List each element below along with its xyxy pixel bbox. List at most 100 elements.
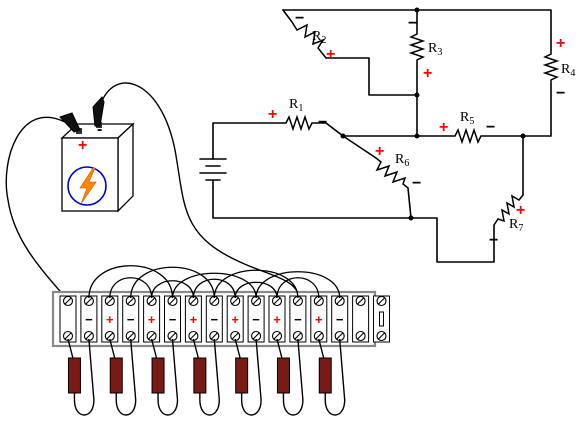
jumper-wire[interactable] [276, 277, 320, 299]
r3-polarity-left: − [408, 15, 417, 32]
terminal[interactable]: − [164, 295, 181, 343]
board-resistor[interactable] [234, 338, 262, 416]
jumper-wire[interactable] [255, 271, 341, 299]
board-resistor[interactable] [150, 338, 179, 416]
wire-r2-top [282, 9, 293, 23]
r7-polarity-left: + [516, 202, 525, 219]
terminal-screw[interactable] [355, 330, 366, 342]
terminal-polarity-label: − [169, 312, 177, 327]
r2-polarity-right: + [326, 46, 335, 63]
jumper-wire[interactable] [88, 265, 174, 299]
wire-r4-bottom [522, 83, 552, 137]
r2-polarity-left: − [295, 10, 304, 27]
battery: + - [5, 82, 301, 299]
jumper-wire[interactable] [130, 266, 215, 299]
terminal-screw[interactable] [376, 295, 387, 307]
terminal[interactable]: − [247, 295, 265, 343]
terminal-screw[interactable] [146, 295, 157, 307]
wire-top-rail [282, 9, 552, 51]
jumper-wire[interactable] [192, 278, 236, 299]
r3-label: R3 [428, 41, 442, 58]
terminal-polarity-label: − [127, 312, 135, 327]
terminal-strip: − + − + − + − + − + − + − [51, 265, 390, 416]
terminal[interactable] [373, 295, 390, 343]
terminal-polarity-label: + [315, 312, 323, 327]
terminal-polarity-label: + [231, 312, 239, 327]
terminal-screw[interactable] [376, 330, 387, 342]
terminal[interactable]: − [289, 295, 307, 343]
alligator-clip-positive [59, 112, 81, 133]
wire-r6-bottom [407, 187, 412, 219]
junction-dot [414, 92, 420, 98]
terminal-screw[interactable] [167, 330, 178, 342]
wire-r2-bottom [325, 57, 418, 96]
board-resistor[interactable] [67, 338, 95, 416]
jumper-wire[interactable] [150, 280, 195, 299]
r4-polarity-left: + [556, 35, 565, 52]
battery-symbol [199, 154, 227, 188]
terminal[interactable]: − [331, 295, 349, 343]
junction-dot [414, 133, 420, 139]
board-resistor[interactable] [109, 338, 137, 416]
wire-battery-top [212, 122, 283, 156]
r4-label: R4 [561, 62, 575, 79]
r6-polarity-right: − [412, 175, 421, 192]
r5-polarity-right: − [486, 119, 495, 136]
terminal[interactable] [352, 295, 370, 343]
terminal-screw[interactable] [334, 295, 345, 307]
terminal[interactable]: + [310, 295, 328, 343]
board-resistor[interactable] [276, 338, 304, 416]
junction-dot [340, 133, 346, 139]
jumper-wire[interactable] [213, 269, 299, 299]
r1-polarity-left: + [268, 106, 277, 123]
terminal-screw[interactable] [230, 295, 241, 307]
terminal-polarity-label: + [273, 312, 281, 327]
r3-polarity-right: + [423, 65, 432, 82]
terminal-polarity-label: − [85, 312, 93, 327]
terminal[interactable]: + [184, 295, 202, 343]
junction-dot [414, 7, 420, 13]
terminal-screw[interactable] [355, 295, 366, 307]
terminal-screw[interactable] [62, 295, 74, 307]
terminals: − + − + − + − + − + − + − [59, 295, 390, 343]
terminal[interactable]: + [268, 295, 286, 343]
terminal-polarity-label: − [252, 312, 260, 327]
wire-r1-right [315, 122, 452, 137]
board-resistor[interactable] [318, 338, 346, 416]
terminal[interactable]: + [101, 295, 119, 343]
terminal-link-bar [379, 311, 384, 327]
terminal-screw[interactable] [313, 295, 324, 307]
r4-polarity-right: − [556, 85, 565, 102]
resistor-r6 [375, 157, 409, 189]
terminal[interactable]: − [205, 295, 223, 343]
terminal-screw[interactable] [104, 295, 115, 307]
junction-dot [408, 215, 414, 221]
resistor-r3 [408, 30, 426, 64]
r6-polarity-left: + [375, 143, 384, 160]
wire-bottom-rail [212, 186, 495, 263]
jumper-wire[interactable] [171, 272, 257, 299]
battery-negative-label: - [97, 121, 102, 138]
terminal[interactable]: + [143, 295, 161, 343]
jumper-wire[interactable] [109, 277, 153, 299]
terminal[interactable]: + [226, 295, 244, 343]
jumper-wires [88, 265, 341, 299]
terminal-screw[interactable] [167, 295, 178, 307]
battery-side-face [117, 122, 134, 213]
board-resistor[interactable] [192, 338, 221, 416]
terminal[interactable]: − [122, 295, 140, 343]
battery-positive-label: + [78, 137, 87, 154]
alligator-clip-negative [92, 96, 105, 127]
lead-positive [5, 116, 67, 299]
lead-negative [98, 82, 301, 299]
jumper-wire[interactable] [234, 281, 278, 299]
terminal-screw[interactable] [146, 330, 157, 342]
terminal-polarity-label: + [106, 312, 114, 327]
resistor-r4 [542, 50, 560, 84]
r7-label: R7 [509, 217, 523, 234]
terminal-polarity-label: + [148, 312, 156, 327]
terminal-screw[interactable] [188, 295, 199, 307]
terminal[interactable] [59, 295, 77, 343]
terminal[interactable]: − [80, 295, 98, 343]
